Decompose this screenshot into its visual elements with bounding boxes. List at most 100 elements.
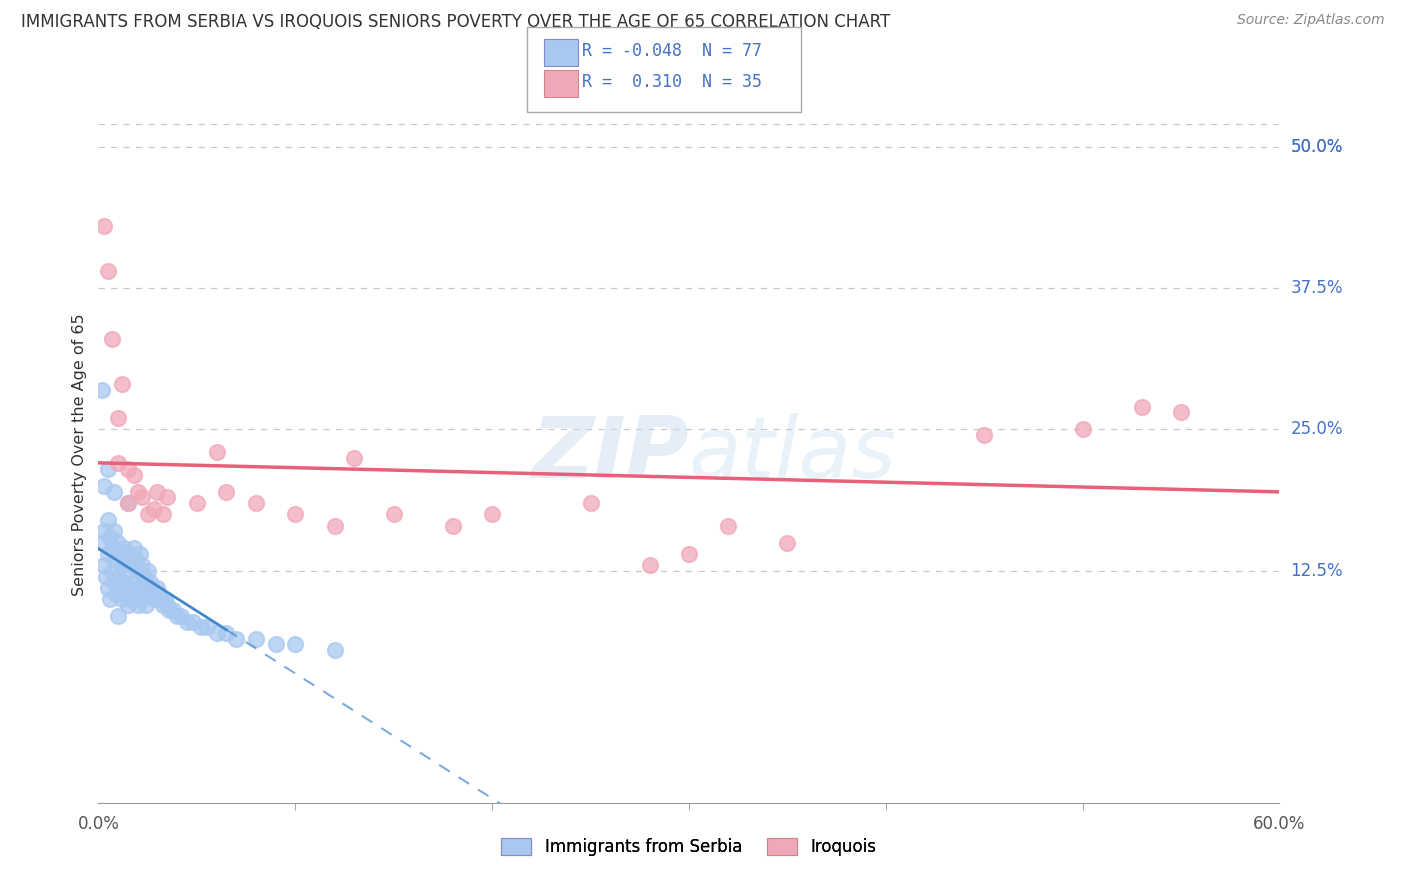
Point <box>343 450 366 465</box>
Point <box>136 508 159 522</box>
Point <box>122 575 145 590</box>
Point <box>150 592 173 607</box>
Point <box>215 626 238 640</box>
Point <box>481 508 503 522</box>
Text: R = -0.048  N = 77: R = -0.048 N = 77 <box>582 42 762 60</box>
Point <box>138 575 160 590</box>
Point <box>127 564 149 578</box>
Point <box>117 564 139 578</box>
Point <box>135 598 157 612</box>
Text: Source: ZipAtlas.com: Source: ZipAtlas.com <box>1237 13 1385 28</box>
Point <box>111 377 134 392</box>
Point <box>101 564 124 578</box>
Point <box>284 508 307 522</box>
Point <box>132 569 155 583</box>
Point <box>103 575 125 590</box>
Point <box>91 535 114 549</box>
Point <box>105 552 128 566</box>
Point <box>121 558 143 573</box>
Point <box>108 581 131 595</box>
Point <box>136 586 159 600</box>
Point <box>678 547 700 561</box>
Point <box>105 586 128 600</box>
Point <box>118 547 141 561</box>
Point <box>145 592 167 607</box>
Point <box>97 264 120 278</box>
Point <box>96 569 118 583</box>
Point <box>117 496 139 510</box>
Point <box>181 615 204 629</box>
Text: ZIP: ZIP <box>531 413 689 497</box>
Text: R =  0.310  N = 35: R = 0.310 N = 35 <box>582 73 762 91</box>
Point <box>152 508 174 522</box>
Text: 25.0%: 25.0% <box>1291 420 1343 439</box>
Y-axis label: Seniors Poverty Over the Age of 65: Seniors Poverty Over the Age of 65 <box>72 314 87 596</box>
Point <box>157 603 180 617</box>
Point <box>215 484 238 499</box>
Point <box>97 513 120 527</box>
Point <box>131 592 153 607</box>
Text: 37.5%: 37.5% <box>1291 279 1343 297</box>
Point <box>103 524 125 539</box>
Point <box>93 479 115 493</box>
Point <box>107 411 129 425</box>
Point <box>121 592 143 607</box>
Point <box>195 620 218 634</box>
Point <box>101 332 124 346</box>
Point <box>93 524 115 539</box>
Point <box>176 615 198 629</box>
Point <box>122 467 145 482</box>
Point <box>97 462 120 476</box>
Point <box>141 581 163 595</box>
Point <box>156 491 179 505</box>
Point <box>136 564 159 578</box>
Point <box>107 609 129 624</box>
Point <box>225 632 247 646</box>
Point <box>323 518 346 533</box>
Point <box>98 592 121 607</box>
Point <box>131 491 153 505</box>
Point <box>112 541 135 556</box>
Point <box>98 530 121 544</box>
Point <box>125 586 148 600</box>
Text: atlas: atlas <box>689 413 897 497</box>
Point <box>118 581 141 595</box>
Point <box>170 609 193 624</box>
Point <box>148 586 170 600</box>
Point <box>107 457 129 471</box>
Point <box>155 592 177 607</box>
Point <box>205 445 228 459</box>
Point <box>93 558 115 573</box>
Point <box>125 552 148 566</box>
Point <box>245 496 267 510</box>
Text: IMMIGRANTS FROM SERBIA VS IROQUOIS SENIORS POVERTY OVER THE AGE OF 65 CORRELATIO: IMMIGRANTS FROM SERBIA VS IROQUOIS SENIO… <box>21 13 890 31</box>
Point <box>776 535 799 549</box>
Point <box>264 637 287 651</box>
Point <box>117 496 139 510</box>
Point <box>101 541 124 556</box>
Point <box>135 575 157 590</box>
Point <box>131 558 153 573</box>
Text: 50.0%: 50.0% <box>1291 137 1343 155</box>
Point <box>382 508 405 522</box>
Point <box>146 484 169 499</box>
Point <box>115 552 138 566</box>
Point <box>115 586 138 600</box>
Point <box>91 383 114 397</box>
Point <box>97 547 120 561</box>
Point <box>717 518 740 533</box>
Point <box>128 547 150 561</box>
Point <box>323 643 346 657</box>
Point <box>284 637 307 651</box>
Point <box>162 603 184 617</box>
Point <box>128 581 150 595</box>
Point <box>152 598 174 612</box>
Point <box>638 558 661 573</box>
Point <box>441 518 464 533</box>
Text: 50.0%: 50.0% <box>1291 137 1343 155</box>
Point <box>122 541 145 556</box>
Point <box>1170 405 1192 419</box>
Point <box>112 575 135 590</box>
Point <box>245 632 267 646</box>
Point <box>186 496 208 510</box>
